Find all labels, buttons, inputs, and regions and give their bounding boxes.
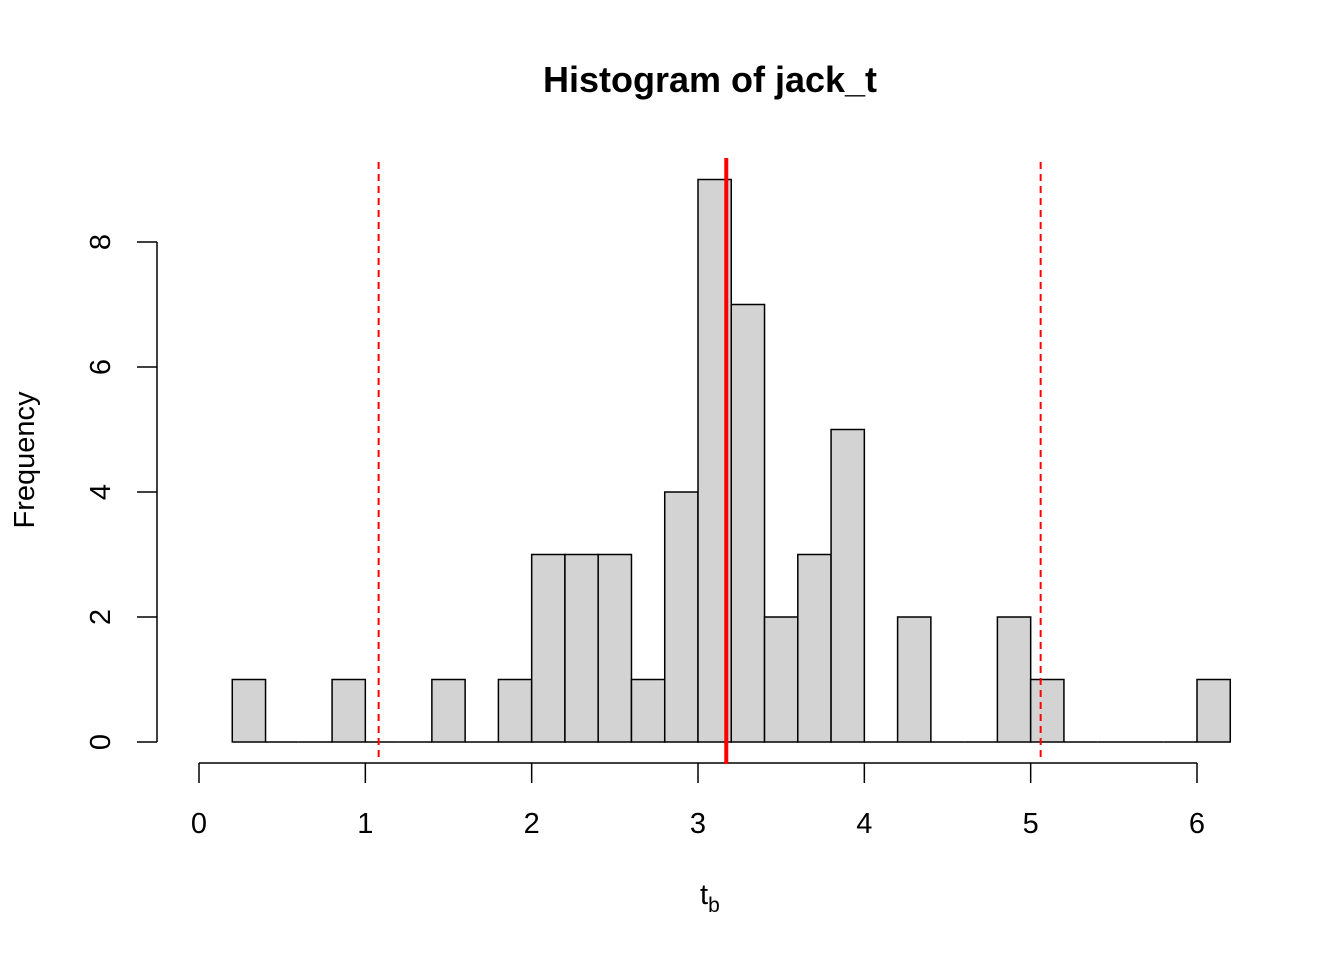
x-tick-label: 6	[1189, 808, 1205, 840]
x-tick-label: 4	[856, 808, 872, 840]
y-tick-label: 4	[85, 484, 117, 500]
histogram-bar	[730, 303, 766, 743]
histogram-bar	[597, 553, 633, 743]
x-tick-label: 0	[191, 808, 207, 840]
y-tick-label: 6	[85, 359, 117, 375]
histogram-bar	[331, 678, 367, 743]
histogram-bar	[431, 678, 466, 743]
histogram-bar	[564, 553, 599, 743]
y-tick-label: 2	[85, 609, 117, 625]
y-axis-label: Frequency	[9, 391, 41, 529]
histogram-bar	[1196, 678, 1232, 743]
x-tick-label: 5	[1023, 808, 1039, 840]
chart-title: Histogram of jack_t	[543, 59, 877, 100]
y-tick-label: 8	[85, 234, 117, 250]
x-tick-label: 1	[357, 808, 373, 840]
histogram-bar	[896, 616, 932, 743]
histogram-bar	[763, 616, 799, 743]
histogram-bar	[231, 678, 267, 743]
histogram-bar	[797, 553, 832, 743]
histogram-bar	[996, 616, 1032, 743]
x-tick-label: 3	[690, 808, 706, 840]
histogram-bar	[1029, 678, 1065, 743]
histogram-bar	[630, 678, 666, 743]
histogram-bar	[530, 553, 566, 743]
reference-lines-layer	[377, 158, 1042, 764]
histogram-bar	[830, 428, 866, 743]
x-axis-label: tb	[700, 879, 720, 917]
y-tick-label: 0	[85, 734, 117, 750]
x-axis-label-subscript: b	[708, 894, 720, 917]
histogram-bar	[497, 678, 533, 743]
y-axis: 0 2 4 6 8	[85, 234, 158, 750]
x-axis-label-main: t	[700, 879, 708, 911]
x-axis: 0 1 2 3 4 5 6	[191, 762, 1205, 840]
bars-layer	[231, 178, 1232, 743]
x-tick-label: 2	[524, 808, 540, 840]
histogram-bar	[663, 491, 699, 743]
